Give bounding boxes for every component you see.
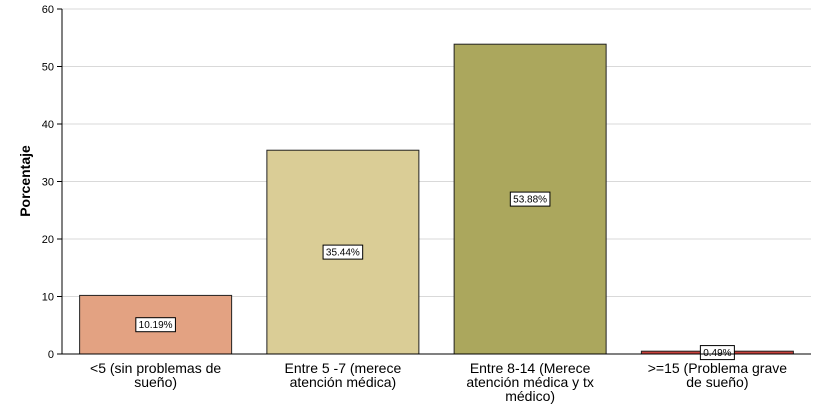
y-axis-label: Porcentaje [17, 145, 33, 217]
bars: 10.19%35.44%53.88%0.49% [79, 43, 794, 361]
data-label: 10.19% [139, 320, 173, 331]
grid-lines [62, 8, 811, 297]
y-tick-label: 20 [42, 234, 54, 246]
x-category-label: <5 (sin problemas de sueño) [90, 360, 221, 390]
x-category-label: Entre 5 -7 (merece atención médica) [285, 360, 402, 390]
data-label: 35.44% [326, 248, 360, 259]
data-label-box [135, 317, 176, 333]
data-label-box [699, 345, 735, 361]
x-category-label: >=15 (Problema grave de sueño) [648, 360, 788, 390]
data-label: 53.88% [513, 195, 547, 206]
y-tick-label: 40 [42, 119, 54, 131]
y-tick-label: 30 [42, 177, 54, 189]
x-category-label: Entre 8-14 (Merece atención médica y tx mé… [466, 360, 594, 404]
y-tick-label: 10 [42, 292, 54, 304]
data-label-box [322, 244, 364, 260]
y-tick-label: 60 [42, 4, 54, 16]
y-axis: 0 10 20 30 40 50 60 [42, 4, 63, 361]
y-tick-label: 50 [42, 62, 54, 74]
x-axis: <5 (sin problemas de sueño) Entre 5 -7 (me… [62, 353, 811, 404]
y-tick-label: 0 [48, 349, 54, 361]
data-label-box [509, 191, 551, 207]
